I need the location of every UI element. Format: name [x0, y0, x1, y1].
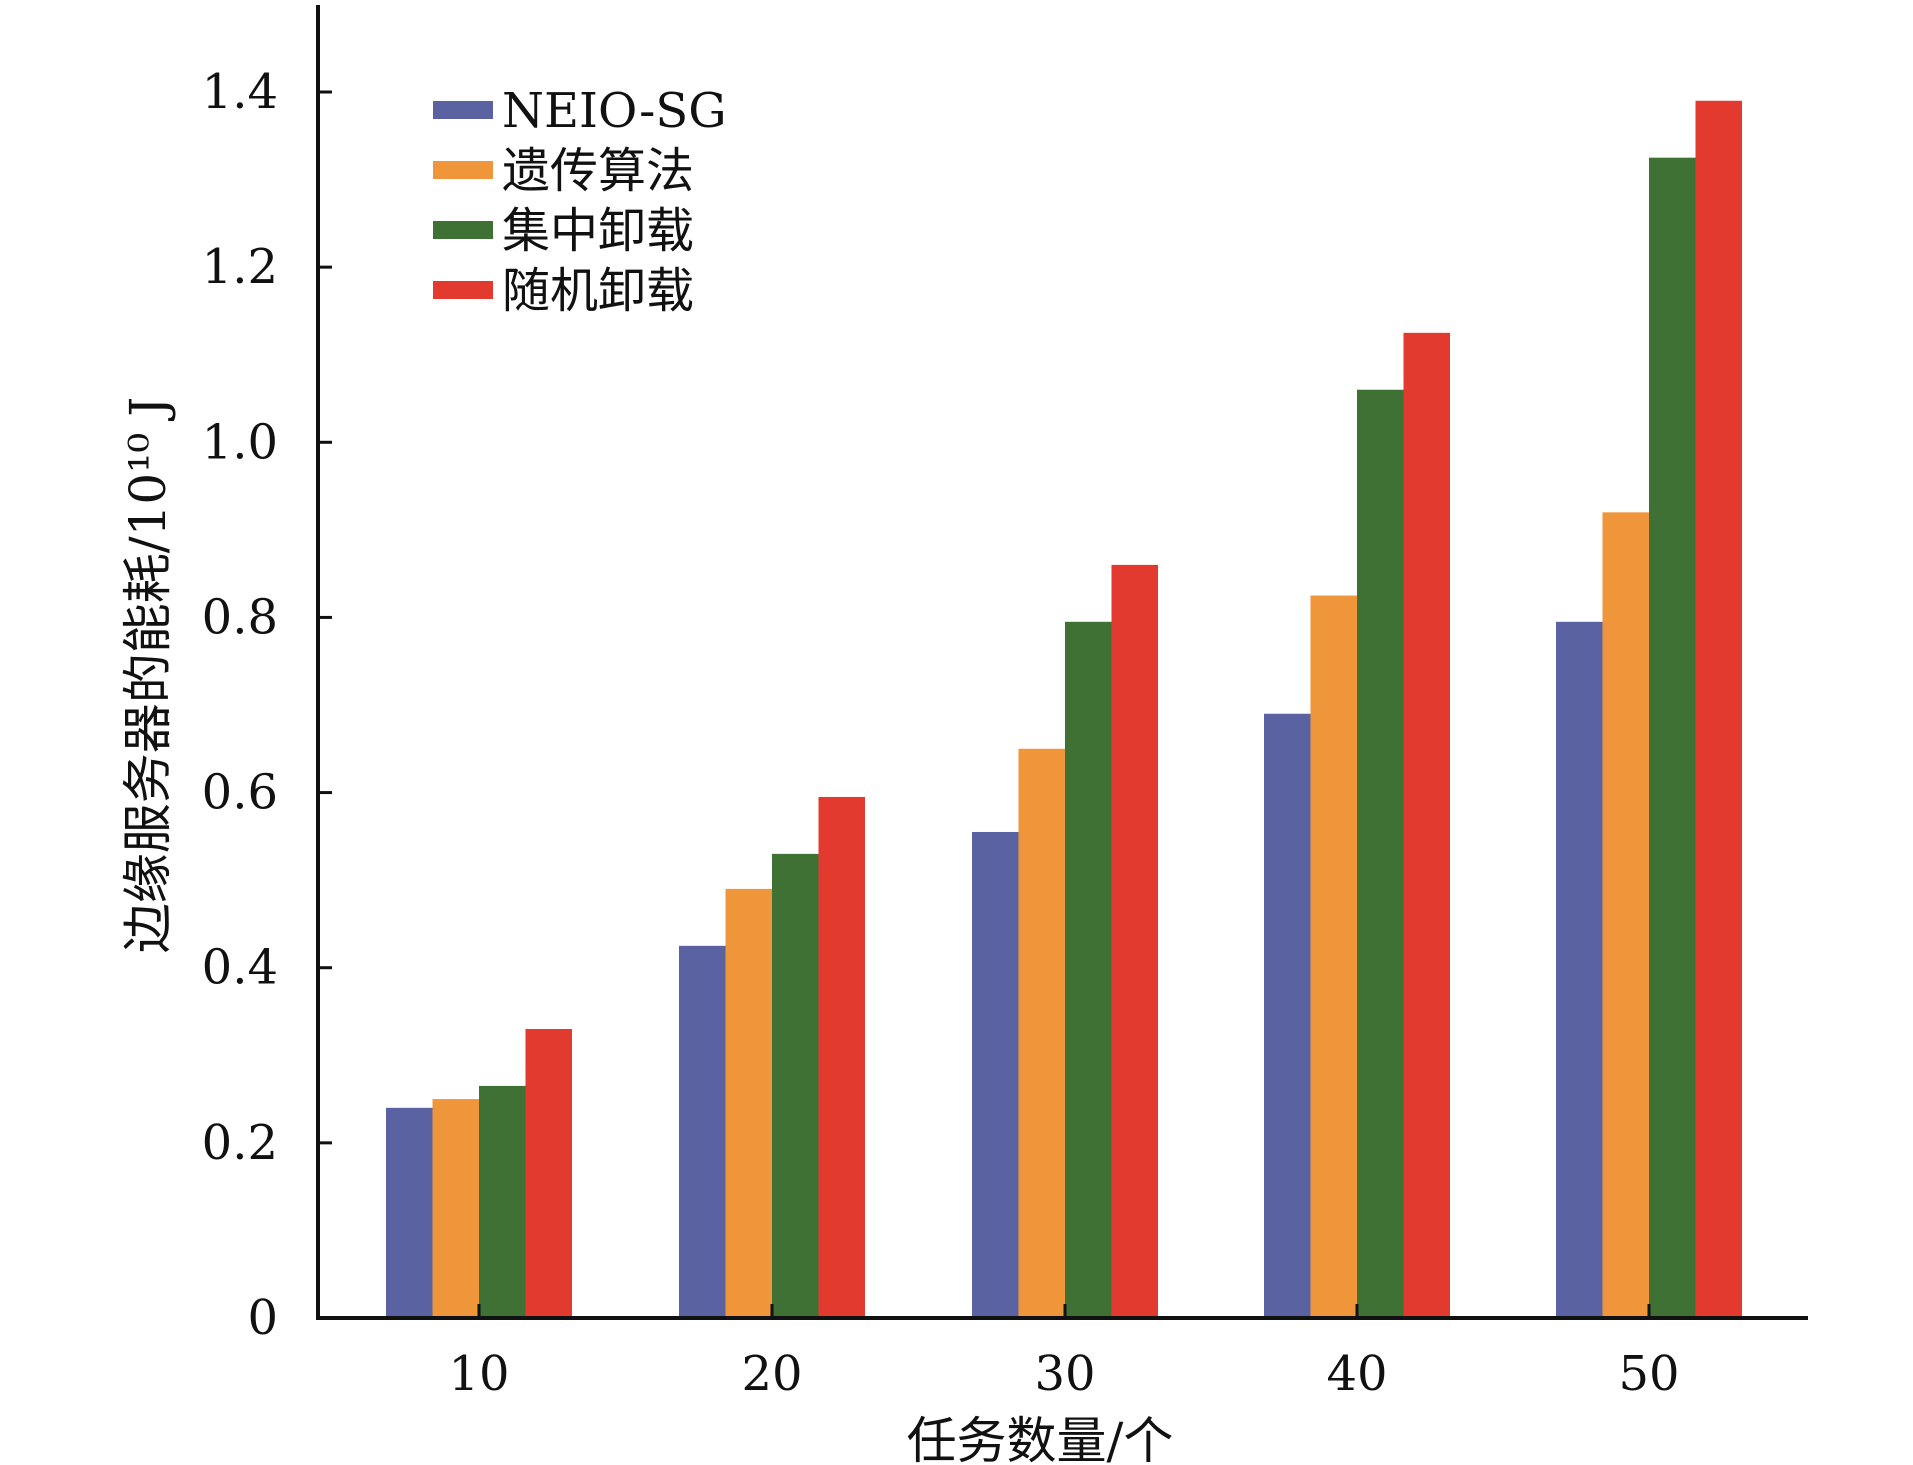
y-tick-label: 1.2 — [202, 239, 278, 295]
legend-label-2: 遗传算法 — [502, 143, 694, 199]
bar-40-series-1 — [1264, 713, 1311, 1318]
bar-40-series-3 — [1357, 389, 1404, 1318]
bar-50-series-1 — [1556, 621, 1603, 1318]
y-tick-label: 1.4 — [202, 64, 278, 120]
axes-layer — [316, 5, 1808, 1320]
y-tick-label: 0.6 — [202, 765, 278, 821]
bar-10-series-3 — [479, 1085, 526, 1318]
x-tick-label: 30 — [1034, 1346, 1095, 1402]
legend-swatch-4 — [433, 281, 493, 299]
x-tick-label: 10 — [448, 1346, 509, 1402]
bar-20-series-2 — [725, 888, 772, 1318]
bar-30-series-4 — [1111, 564, 1158, 1318]
legend-swatch-1 — [433, 101, 493, 119]
y-tick-label: 0.2 — [202, 1115, 278, 1171]
y-ticks: 0 0.2 0.4 0.6 0.8 1.0 1.2 1.4 — [202, 64, 332, 1346]
x-tick-label: 50 — [1618, 1346, 1679, 1402]
bar-30-series-2 — [1018, 748, 1065, 1318]
y-tick-label: 0.8 — [202, 589, 278, 645]
bar-10-series-1 — [386, 1107, 433, 1318]
legend-label-4: 随机卸载 — [502, 263, 694, 319]
bar-20-series-3 — [772, 853, 819, 1318]
y-axis-label: 边缘服务器的能耗/10¹⁰ J — [119, 397, 177, 954]
x-tick-label: 20 — [741, 1346, 802, 1402]
legend-swatch-2 — [433, 161, 493, 179]
x-tick-label: 40 — [1326, 1346, 1387, 1402]
bar-50-series-3 — [1649, 157, 1696, 1318]
legend-label-1: NEIO-SG — [502, 83, 727, 139]
bars-layer — [386, 100, 1742, 1319]
bar-10-series-2 — [432, 1099, 479, 1318]
legend-swatch-3 — [433, 221, 493, 239]
bar-20-series-1 — [679, 945, 726, 1318]
bar-30-series-1 — [972, 831, 1019, 1318]
x-axis-label: 任务数量/个 — [907, 1412, 1174, 1465]
x-ticks: 10 20 30 40 50 — [448, 1304, 1680, 1402]
bar-40-series-4 — [1403, 332, 1450, 1319]
bar-20-series-4 — [818, 796, 865, 1318]
y-tick-label: 1.0 — [202, 414, 278, 470]
bar-40-series-2 — [1310, 595, 1357, 1318]
y-tick-label: 0.4 — [202, 940, 278, 996]
bar-50-series-4 — [1695, 100, 1742, 1319]
y-tick-label: 0 — [247, 1290, 278, 1346]
bar-50-series-2 — [1602, 512, 1649, 1318]
bar-30-series-3 — [1065, 621, 1112, 1318]
legend-label-3: 集中卸载 — [502, 203, 694, 259]
bar-10-series-4 — [525, 1029, 572, 1318]
